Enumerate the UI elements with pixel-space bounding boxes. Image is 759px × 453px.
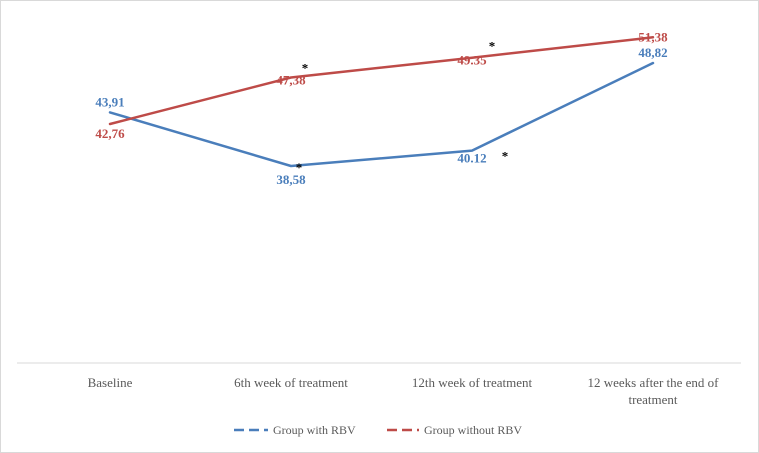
legend-label-group-with-rbv: Group with RBV	[273, 423, 356, 437]
data-label-group-without-rbv-2: 49.35	[457, 53, 487, 68]
series-line-group-with-rbv	[108, 61, 655, 168]
legend: Group with RBV Group without RBV	[234, 423, 522, 437]
category-labels: Baseline 6th week of treatment 12th week o…	[88, 375, 720, 407]
category-label-2: 12th week of treatment	[412, 375, 533, 390]
category-label-1: 6th week of treatment	[234, 375, 348, 390]
data-label-group-with-rbv-1: 38,58	[276, 172, 306, 187]
data-label-group-without-rbv-3: 51,38	[638, 29, 668, 44]
data-label-group-with-rbv-3: 48,82	[638, 45, 667, 60]
category-label-0: Baseline	[88, 375, 133, 390]
data-label-group-without-rbv-1: 47,38	[276, 73, 306, 88]
significance-marker: *	[489, 39, 496, 54]
category-label-3: 12 weeks after the end of treatment	[587, 375, 719, 407]
data-label-group-with-rbv-2: 40.12	[457, 151, 486, 166]
legend-label-group-without-rbv: Group without RBV	[424, 423, 522, 437]
significance-marker: *	[296, 160, 303, 175]
significance-marker: *	[302, 61, 309, 76]
series-line-group-without-rbv	[108, 36, 655, 126]
series-lines	[108, 36, 655, 168]
significance-marker: *	[502, 149, 509, 164]
data-label-group-with-rbv-0: 43,91	[95, 94, 124, 109]
data-label-group-without-rbv-0: 42,76	[95, 126, 125, 141]
